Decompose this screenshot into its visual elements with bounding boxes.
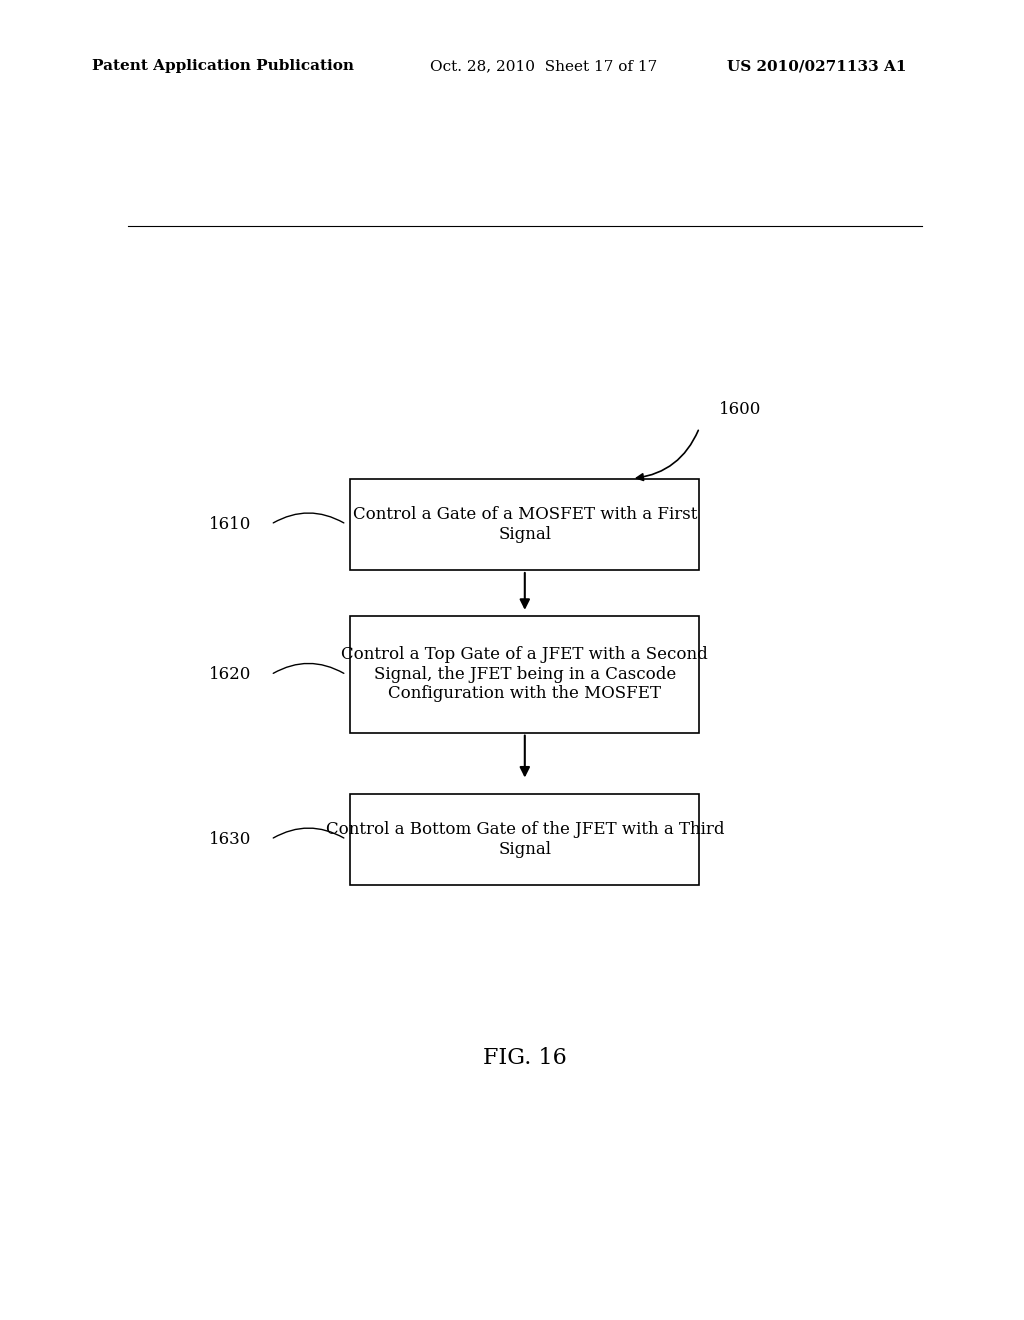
Text: 1610: 1610 <box>209 516 251 533</box>
Text: Oct. 28, 2010  Sheet 17 of 17: Oct. 28, 2010 Sheet 17 of 17 <box>430 59 657 74</box>
Text: 1620: 1620 <box>209 667 251 684</box>
Text: 1630: 1630 <box>209 830 251 847</box>
Text: Control a Top Gate of a JFET with a Second
Signal, the JFET being in a Cascode
C: Control a Top Gate of a JFET with a Seco… <box>341 645 709 702</box>
Bar <box>350 793 699 886</box>
Text: Control a Gate of a MOSFET with a First
Signal: Control a Gate of a MOSFET with a First … <box>352 506 697 543</box>
Text: Patent Application Publication: Patent Application Publication <box>92 59 354 74</box>
Bar <box>350 615 699 733</box>
Bar <box>350 479 699 570</box>
Text: Control a Bottom Gate of the JFET with a Third
Signal: Control a Bottom Gate of the JFET with a… <box>326 821 724 858</box>
Text: 1600: 1600 <box>719 400 762 417</box>
Text: US 2010/0271133 A1: US 2010/0271133 A1 <box>727 59 906 74</box>
Text: FIG. 16: FIG. 16 <box>483 1047 566 1069</box>
